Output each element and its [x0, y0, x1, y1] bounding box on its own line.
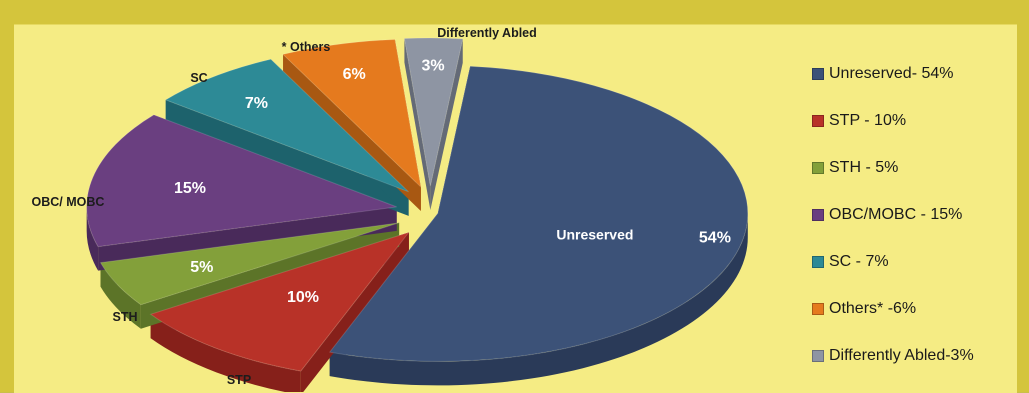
category-label-obc-mobc: OBC/ MOBC: [32, 195, 105, 209]
legend-swatch: [812, 114, 824, 127]
legend-label: Differently Abled-3%: [829, 346, 974, 364]
pie-slice-edge-differently-abled: [404, 38, 431, 211]
pct-label-sc: 7%: [245, 95, 268, 112]
pct-label-unreserved: 54%: [699, 229, 731, 246]
pct-label-others: 6%: [343, 66, 366, 83]
pie-slice-edge-sc: [165, 99, 409, 216]
pie-slice-stp[interactable]: [149, 231, 411, 372]
pct-label-sth: 5%: [190, 259, 213, 276]
category-label-differently-abled: Differently Abled: [437, 26, 537, 40]
legend-label: SC - 7%: [829, 252, 889, 270]
inner-label-unreserved: Unreserved: [556, 226, 633, 242]
legend-swatch: [812, 67, 824, 80]
legend-item-differently-abled[interactable]: Differently Abled-3%: [812, 332, 1024, 379]
legend-item-unreserved[interactable]: Unreserved- 54%: [812, 50, 1024, 97]
pie-slice-side-unreserved: [329, 213, 748, 386]
legend-item-others[interactable]: Others* -6%: [812, 285, 1024, 332]
category-label-others: * Others: [282, 40, 331, 54]
pie-slice-differently-abled[interactable]: [403, 37, 464, 187]
pie-slice-edge-stp: [300, 232, 409, 392]
pie-slice-others[interactable]: [282, 38, 422, 189]
category-label-sc: SC: [190, 71, 207, 85]
legend-item-sc[interactable]: SC - 7%: [812, 238, 1024, 285]
category-label-sth: STH: [113, 310, 138, 324]
pie-slice-obc-mobc[interactable]: [86, 114, 397, 248]
pie-slice-side-sth: [100, 262, 141, 329]
legend-swatch: [812, 349, 824, 362]
legend-label: STP - 10%: [829, 111, 907, 129]
legend-swatch: [812, 255, 824, 268]
legend-swatch: [812, 208, 824, 221]
pie-slice-side-obc-mobc: [86, 206, 99, 271]
pct-label-differently-abled: 3%: [421, 58, 444, 75]
pie-slice-sth[interactable]: [99, 222, 400, 306]
legend-swatch: [812, 302, 824, 315]
category-label-stp: STP: [227, 373, 251, 387]
pie-slice-unreserved[interactable]: [328, 65, 749, 362]
pie-slice-side-stp: [150, 314, 301, 392]
legend-label: OBC/MOBC - 15%: [829, 205, 963, 223]
legend-label: STH - 5%: [829, 158, 899, 176]
pct-label-stp: 10%: [287, 289, 319, 306]
legend-label: Others* -6%: [829, 299, 917, 317]
pie-slice-edge-differently-abled: [430, 38, 463, 211]
legend-item-obc-mobc[interactable]: OBC/MOBC - 15%: [812, 191, 1024, 238]
legend-label: Unreserved- 54%: [829, 64, 954, 82]
legend-item-stp[interactable]: STP - 10%: [812, 97, 1024, 144]
legend-item-sth[interactable]: STH - 5%: [812, 144, 1024, 191]
legend-swatch: [812, 161, 824, 174]
chart-legend: Unreserved- 54% STP - 10% STH - 5% OBC/MOBC…: [812, 50, 1024, 379]
pie-slice-sc[interactable]: [164, 58, 409, 193]
pct-label-obc-mobc: 15%: [174, 180, 206, 197]
